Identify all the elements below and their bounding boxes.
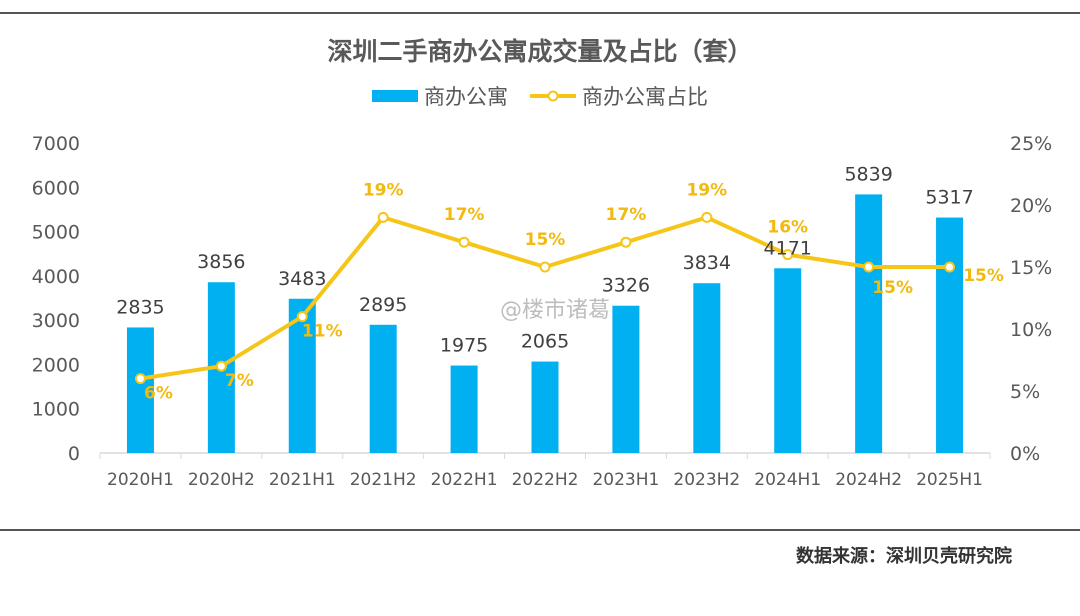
x-tick-label: 2022H2 <box>512 470 579 490</box>
line-point <box>539 261 551 273</box>
bar-value-label: 2065 <box>521 331 569 353</box>
bar-value-label: 4171 <box>764 237 812 259</box>
bar-value-label: 3856 <box>197 251 245 273</box>
y-left-tick-label: 0 <box>68 443 80 465</box>
y-left-tick-label: 2000 <box>32 354 80 376</box>
y-right-tick-label: 20% <box>1010 195 1052 217</box>
line-point <box>863 261 875 273</box>
line-point <box>377 211 389 223</box>
y-left-tick-label: 5000 <box>32 222 80 244</box>
line-point <box>296 311 308 323</box>
line-point <box>620 236 632 248</box>
bar-value-label: 3834 <box>683 252 731 274</box>
bar <box>531 361 559 453</box>
bar <box>855 194 883 453</box>
line-value-label: 19% <box>686 180 727 200</box>
bar <box>693 283 721 453</box>
line-point <box>782 249 794 261</box>
y-right-tick-label: 25% <box>1010 133 1052 155</box>
bar-value-label: 2835 <box>116 296 164 318</box>
source-note: 数据来源：深圳贝壳研究院 <box>796 546 1012 567</box>
line-point <box>134 373 146 385</box>
legend-item-bar: 商办公寓 <box>372 81 508 111</box>
x-tick-label: 2023H1 <box>592 470 659 490</box>
line-point <box>701 211 713 223</box>
legend-item-line: 商办公寓占比 <box>530 81 708 111</box>
x-tick-label: 2023H2 <box>673 470 740 490</box>
y-left-tick-label: 1000 <box>32 399 80 421</box>
line-value-label: 15% <box>872 278 913 298</box>
line-value-label: 11% <box>302 322 343 342</box>
x-tick-label: 2024H2 <box>835 470 902 490</box>
chart-title: 深圳二手商办公寓成交量及占比（套） <box>327 37 753 66</box>
bar <box>126 327 154 453</box>
line-value-label: 6% <box>144 384 173 404</box>
line-value-label: 17% <box>606 205 647 225</box>
x-tick-label: 2024H1 <box>754 470 821 490</box>
legend-line-swatch <box>530 90 576 102</box>
bar-value-label: 5317 <box>925 187 973 209</box>
bar-value-label: 5839 <box>844 163 892 185</box>
line-point <box>458 236 470 248</box>
y-left-tick-label: 7000 <box>32 133 80 155</box>
legend-bar-label: 商办公寓 <box>424 85 508 109</box>
bottom-border <box>0 529 1080 531</box>
line-value-label: 7% <box>225 371 254 391</box>
legend-bar-swatch <box>372 90 418 102</box>
x-tick-label: 2020H2 <box>188 470 255 490</box>
line-point <box>944 261 956 273</box>
bar-value-label: 1975 <box>440 335 488 357</box>
y-left-tick-label: 3000 <box>32 310 80 332</box>
bar <box>369 324 397 453</box>
x-tick-label: 2021H2 <box>350 470 417 490</box>
y-right-tick-label: 0% <box>1010 443 1040 465</box>
y-right-tick-label: 10% <box>1010 319 1052 341</box>
legend-line-label: 商办公寓占比 <box>582 85 708 109</box>
top-border <box>0 12 1080 14</box>
bar-value-label: 3483 <box>278 268 326 290</box>
bar <box>450 365 478 453</box>
y-right-tick-label: 5% <box>1010 381 1040 403</box>
line-value-label: 19% <box>363 180 404 200</box>
bar-value-label: 2895 <box>359 294 407 316</box>
x-tick-label: 2022H1 <box>431 470 498 490</box>
x-tick-label: 2025H1 <box>916 470 983 490</box>
y-left-tick-label: 6000 <box>32 177 80 199</box>
y-right-tick-label: 15% <box>1010 257 1052 279</box>
legend: 商办公寓 商办公寓占比 <box>372 81 730 111</box>
line-value-label: 15% <box>525 230 566 250</box>
bar <box>774 268 802 453</box>
bar <box>612 305 640 453</box>
bar <box>936 217 964 453</box>
x-tick-label: 2020H1 <box>107 470 174 490</box>
watermark: @楼市诸葛 <box>500 298 611 323</box>
x-tick-label: 2021H1 <box>269 470 336 490</box>
y-left-tick-label: 4000 <box>32 266 80 288</box>
line-value-label: 16% <box>767 218 808 238</box>
line-point <box>215 360 227 372</box>
bar-value-label: 3326 <box>602 275 650 297</box>
line-value-label: 15% <box>963 266 1004 286</box>
line-value-label: 17% <box>444 205 485 225</box>
